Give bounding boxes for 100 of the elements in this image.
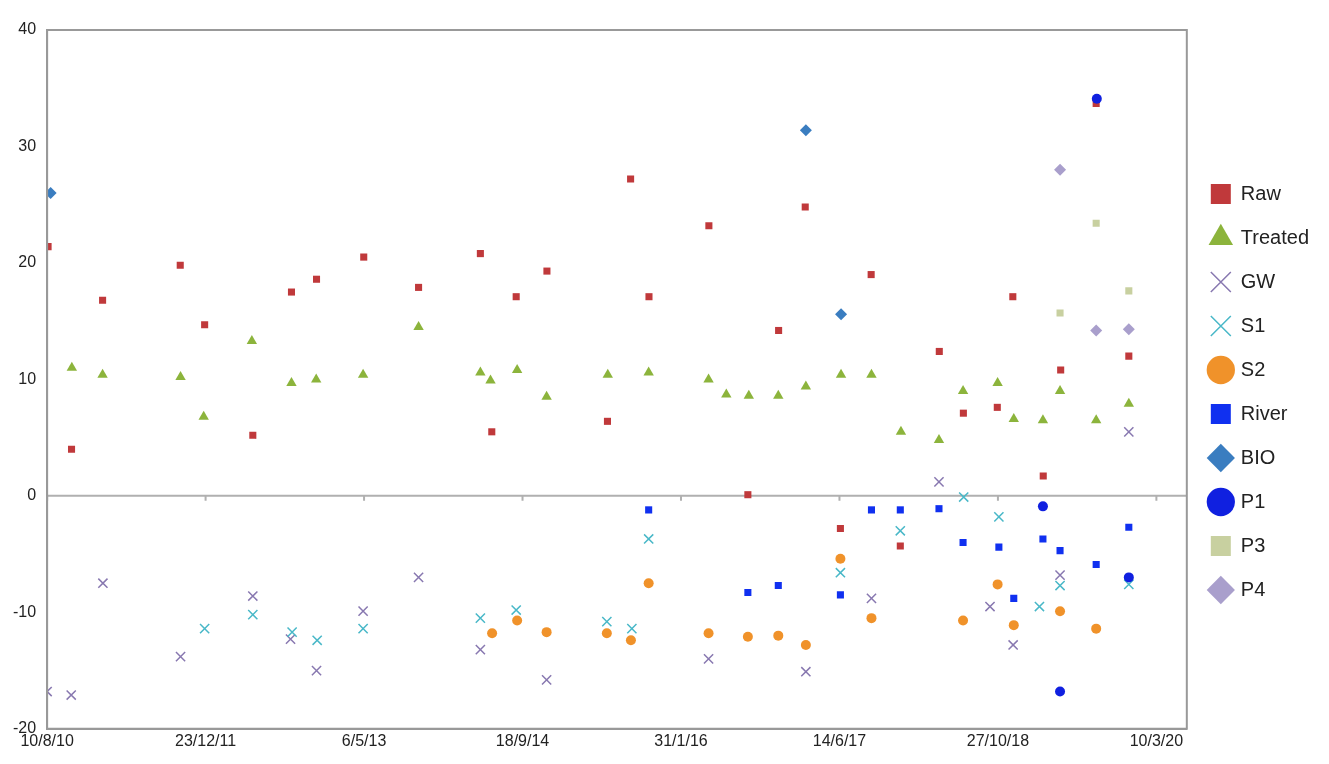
point	[1092, 561, 1100, 569]
point	[601, 616, 613, 627]
point	[896, 506, 904, 514]
point	[625, 635, 636, 646]
point	[1123, 579, 1135, 590]
point	[866, 593, 877, 604]
y-tick-label: 0	[27, 486, 37, 504]
point	[413, 320, 424, 330]
point	[413, 572, 424, 583]
point	[511, 364, 523, 374]
point	[175, 651, 186, 662]
point	[627, 175, 635, 183]
point	[1054, 580, 1066, 591]
point	[744, 589, 752, 597]
point	[286, 626, 298, 638]
legend-label: S2	[1240, 357, 1266, 380]
point	[67, 445, 76, 453]
x-tick-label: 6/5/13	[341, 731, 387, 749]
point	[773, 389, 784, 399]
point	[1055, 686, 1066, 697]
point	[312, 275, 321, 283]
point	[198, 410, 209, 420]
point	[175, 371, 186, 381]
point	[1034, 601, 1045, 612]
point	[541, 627, 552, 638]
x-tick-label: 27/10/18	[966, 731, 1030, 749]
point	[1123, 572, 1134, 583]
point	[1009, 293, 1017, 301]
point	[97, 577, 109, 589]
point	[867, 271, 875, 279]
point	[743, 389, 755, 399]
point	[311, 634, 323, 646]
point	[799, 124, 812, 137]
point	[97, 368, 108, 378]
point	[1090, 414, 1102, 424]
point	[1037, 414, 1049, 424]
point	[866, 368, 877, 378]
point	[601, 628, 612, 639]
point	[957, 385, 969, 395]
x-tick-label: 14/6/17	[812, 731, 867, 749]
legend-label: P3	[1240, 533, 1266, 556]
point	[1125, 352, 1133, 360]
legend-label: GW	[1240, 269, 1276, 292]
point	[1091, 623, 1102, 634]
legend-label: Raw	[1240, 181, 1282, 204]
point	[933, 433, 945, 443]
y-tick-label: 30	[18, 136, 37, 154]
point	[705, 222, 713, 230]
point	[836, 524, 844, 533]
point	[487, 628, 498, 639]
point	[773, 630, 784, 641]
point	[249, 431, 257, 439]
x-tick-label: 31/1/16	[654, 731, 708, 749]
point	[201, 321, 209, 329]
point	[199, 623, 210, 634]
point	[774, 582, 782, 590]
point	[866, 613, 877, 624]
point	[958, 491, 970, 503]
point	[1123, 397, 1135, 407]
point	[512, 293, 520, 301]
legend-label: Treated	[1240, 225, 1309, 248]
point	[800, 666, 812, 678]
point	[703, 653, 714, 665]
point	[896, 542, 904, 550]
point	[475, 612, 486, 624]
point	[993, 511, 1005, 523]
point	[742, 631, 753, 642]
point	[1054, 385, 1066, 395]
point	[247, 609, 259, 621]
point	[1008, 413, 1019, 422]
point	[357, 368, 369, 378]
point	[801, 203, 809, 211]
point	[744, 491, 752, 499]
point	[643, 578, 654, 589]
point	[357, 623, 369, 634]
point	[476, 250, 484, 258]
point	[311, 665, 322, 676]
point	[703, 373, 714, 383]
point	[835, 368, 847, 378]
x-tick-label: 18/9/14	[495, 731, 550, 749]
point	[1037, 501, 1048, 512]
point	[541, 390, 552, 400]
legend-label: S1	[1240, 313, 1266, 336]
point	[958, 615, 969, 626]
point	[286, 376, 297, 386]
point	[247, 590, 259, 602]
point	[703, 628, 714, 639]
legend-label: BIO	[1240, 445, 1276, 468]
point	[485, 374, 496, 384]
point	[357, 605, 369, 617]
y-tick-label: 10	[18, 369, 37, 387]
point	[643, 533, 655, 545]
point	[99, 296, 107, 304]
point	[512, 615, 523, 626]
point	[775, 326, 783, 335]
point	[935, 505, 943, 513]
point	[1092, 219, 1100, 227]
point	[1056, 547, 1064, 555]
legend-label: P4	[1240, 577, 1266, 600]
point	[1010, 594, 1018, 602]
